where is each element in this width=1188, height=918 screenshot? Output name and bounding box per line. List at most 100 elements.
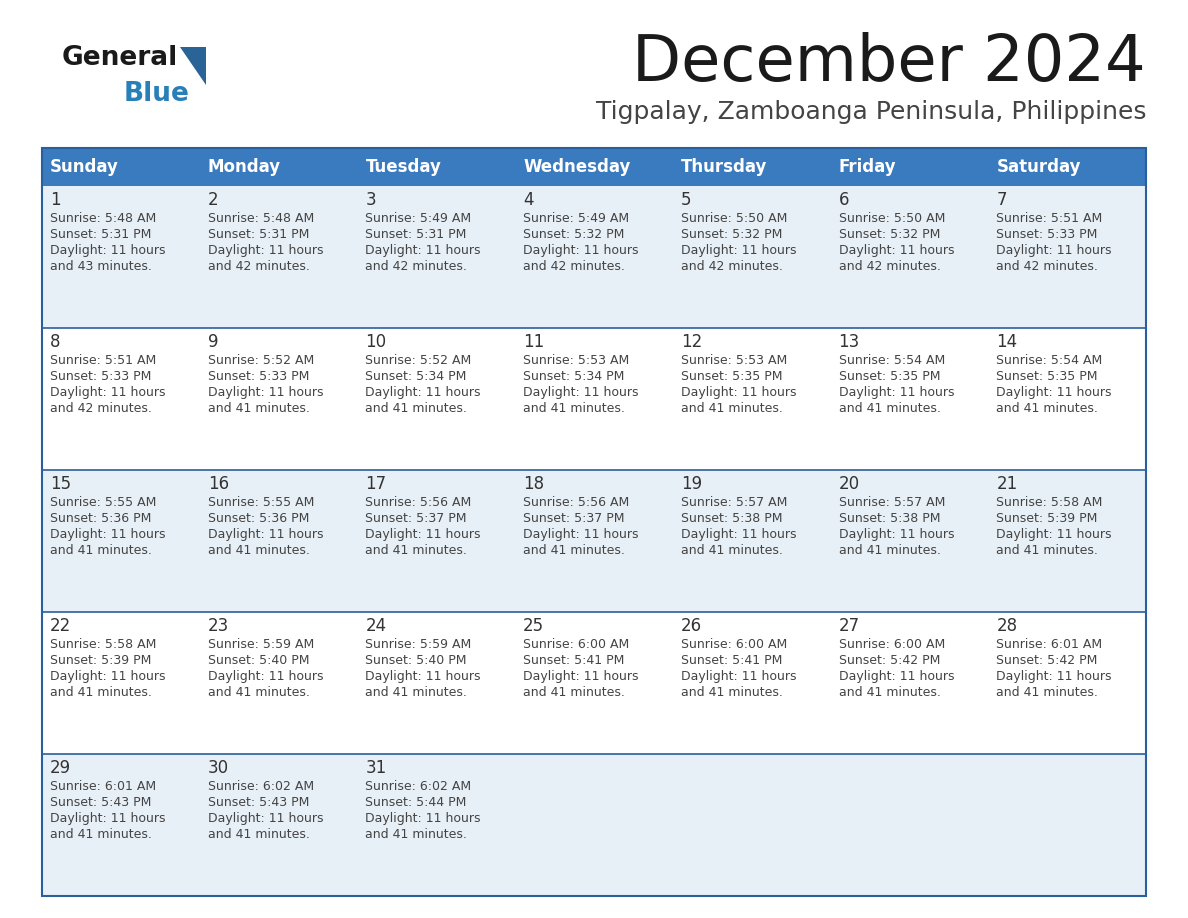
Text: and 41 minutes.: and 41 minutes. [839, 686, 941, 699]
Text: Daylight: 11 hours: Daylight: 11 hours [681, 528, 796, 541]
Text: Daylight: 11 hours: Daylight: 11 hours [839, 528, 954, 541]
Text: Sunrise: 5:50 AM: Sunrise: 5:50 AM [681, 212, 788, 225]
Bar [42, 612, 200, 754]
Text: Sunrise: 5:55 AM: Sunrise: 5:55 AM [208, 496, 314, 509]
Bar [200, 148, 358, 186]
Text: General: General [62, 45, 178, 71]
Text: Daylight: 11 hours: Daylight: 11 hours [997, 670, 1112, 683]
Text: 14: 14 [997, 333, 1017, 351]
Text: Sunrise: 6:00 AM: Sunrise: 6:00 AM [839, 638, 944, 651]
Bar [358, 754, 516, 896]
Bar [516, 754, 672, 896]
Text: Wednesday: Wednesday [523, 158, 631, 176]
Text: Sunrise: 5:50 AM: Sunrise: 5:50 AM [839, 212, 944, 225]
Text: 31: 31 [366, 759, 386, 777]
Text: Sunset: 5:40 PM: Sunset: 5:40 PM [208, 654, 309, 667]
Text: Sunrise: 5:58 AM: Sunrise: 5:58 AM [997, 496, 1102, 509]
Bar [358, 612, 516, 754]
Text: Sunset: 5:41 PM: Sunset: 5:41 PM [523, 654, 625, 667]
Text: and 41 minutes.: and 41 minutes. [681, 402, 783, 415]
Text: Sunrise: 5:52 AM: Sunrise: 5:52 AM [366, 354, 472, 367]
Text: 28: 28 [997, 617, 1017, 635]
Text: Sunrise: 6:00 AM: Sunrise: 6:00 AM [523, 638, 630, 651]
Text: Daylight: 11 hours: Daylight: 11 hours [50, 528, 165, 541]
Text: 21: 21 [997, 475, 1018, 493]
Text: Sunset: 5:40 PM: Sunset: 5:40 PM [366, 654, 467, 667]
Text: Sunset: 5:44 PM: Sunset: 5:44 PM [366, 796, 467, 809]
Text: Daylight: 11 hours: Daylight: 11 hours [50, 244, 165, 257]
Text: 10: 10 [366, 333, 386, 351]
Text: 12: 12 [681, 333, 702, 351]
Text: Sunrise: 5:48 AM: Sunrise: 5:48 AM [50, 212, 157, 225]
Text: Daylight: 11 hours: Daylight: 11 hours [366, 670, 481, 683]
Bar [516, 612, 672, 754]
Text: 30: 30 [208, 759, 229, 777]
Bar [830, 328, 988, 470]
Text: and 41 minutes.: and 41 minutes. [50, 828, 152, 841]
Text: Saturday: Saturday [997, 158, 1081, 176]
Text: Sunset: 5:38 PM: Sunset: 5:38 PM [839, 512, 940, 525]
Text: Sunset: 5:39 PM: Sunset: 5:39 PM [50, 654, 151, 667]
Text: 17: 17 [366, 475, 386, 493]
Text: Sunset: 5:31 PM: Sunset: 5:31 PM [50, 228, 151, 241]
Text: Sunrise: 6:02 AM: Sunrise: 6:02 AM [366, 780, 472, 793]
Text: Sunrise: 6:01 AM: Sunrise: 6:01 AM [50, 780, 156, 793]
Text: 2: 2 [208, 191, 219, 209]
Text: Sunset: 5:31 PM: Sunset: 5:31 PM [208, 228, 309, 241]
Text: 18: 18 [523, 475, 544, 493]
Bar [200, 754, 358, 896]
Text: Daylight: 11 hours: Daylight: 11 hours [839, 386, 954, 399]
Text: Daylight: 11 hours: Daylight: 11 hours [50, 812, 165, 825]
Text: Sunrise: 5:54 AM: Sunrise: 5:54 AM [997, 354, 1102, 367]
Text: 27: 27 [839, 617, 860, 635]
Bar [42, 148, 200, 186]
Text: Sunset: 5:38 PM: Sunset: 5:38 PM [681, 512, 783, 525]
Text: Sunrise: 5:53 AM: Sunrise: 5:53 AM [523, 354, 630, 367]
Polygon shape [181, 47, 206, 85]
Bar [358, 186, 516, 328]
Text: Daylight: 11 hours: Daylight: 11 hours [366, 244, 481, 257]
Text: Daylight: 11 hours: Daylight: 11 hours [208, 670, 323, 683]
Bar [672, 328, 830, 470]
Text: Sunrise: 5:57 AM: Sunrise: 5:57 AM [681, 496, 788, 509]
Text: Sunrise: 6:00 AM: Sunrise: 6:00 AM [681, 638, 788, 651]
Text: Sunset: 5:36 PM: Sunset: 5:36 PM [50, 512, 151, 525]
Bar [200, 186, 358, 328]
Bar [42, 328, 200, 470]
Text: and 41 minutes.: and 41 minutes. [839, 544, 941, 557]
Text: 23: 23 [208, 617, 229, 635]
Text: Daylight: 11 hours: Daylight: 11 hours [997, 528, 1112, 541]
Bar [516, 470, 672, 612]
Text: 7: 7 [997, 191, 1006, 209]
Text: Sunrise: 5:49 AM: Sunrise: 5:49 AM [523, 212, 630, 225]
Text: 4: 4 [523, 191, 533, 209]
Text: Sunrise: 5:54 AM: Sunrise: 5:54 AM [839, 354, 944, 367]
Bar [830, 148, 988, 186]
Text: and 41 minutes.: and 41 minutes. [366, 402, 467, 415]
Text: Sunset: 5:39 PM: Sunset: 5:39 PM [997, 512, 1098, 525]
Text: Sunrise: 5:58 AM: Sunrise: 5:58 AM [50, 638, 157, 651]
Text: 26: 26 [681, 617, 702, 635]
Text: Sunset: 5:34 PM: Sunset: 5:34 PM [366, 370, 467, 383]
Text: Sunset: 5:42 PM: Sunset: 5:42 PM [839, 654, 940, 667]
Bar [672, 754, 830, 896]
Bar [42, 148, 1146, 896]
Text: 8: 8 [50, 333, 61, 351]
Text: and 41 minutes.: and 41 minutes. [523, 544, 625, 557]
Text: Sunset: 5:34 PM: Sunset: 5:34 PM [523, 370, 625, 383]
Bar [672, 612, 830, 754]
Text: and 41 minutes.: and 41 minutes. [50, 544, 152, 557]
Text: and 42 minutes.: and 42 minutes. [366, 260, 467, 273]
Text: and 41 minutes.: and 41 minutes. [839, 402, 941, 415]
Text: Sunset: 5:35 PM: Sunset: 5:35 PM [997, 370, 1098, 383]
Text: Sunset: 5:35 PM: Sunset: 5:35 PM [681, 370, 783, 383]
Bar [988, 612, 1146, 754]
Text: and 41 minutes.: and 41 minutes. [681, 686, 783, 699]
Text: Daylight: 11 hours: Daylight: 11 hours [523, 670, 639, 683]
Text: Sunrise: 5:49 AM: Sunrise: 5:49 AM [366, 212, 472, 225]
Bar [988, 470, 1146, 612]
Text: Sunset: 5:33 PM: Sunset: 5:33 PM [208, 370, 309, 383]
Text: Daylight: 11 hours: Daylight: 11 hours [523, 528, 639, 541]
Text: 29: 29 [50, 759, 71, 777]
Text: and 41 minutes.: and 41 minutes. [523, 686, 625, 699]
